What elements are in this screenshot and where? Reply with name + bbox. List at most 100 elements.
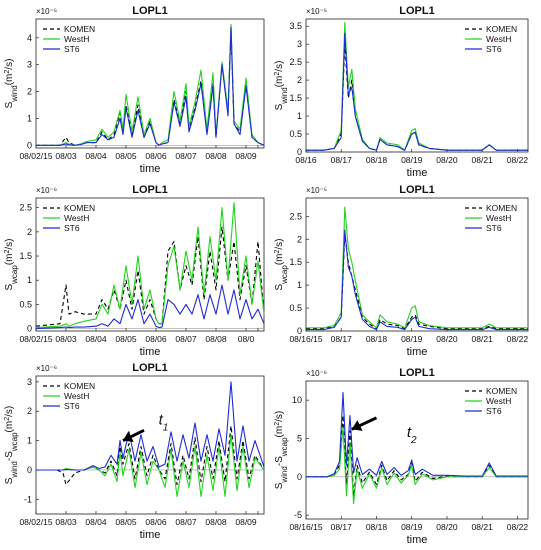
x-tick-label: 08/04: [85, 151, 107, 161]
legend-label-westh: WestH: [64, 213, 89, 223]
axes-frame: [35, 18, 265, 149]
y-tick-label: 2.5: [19, 203, 32, 213]
x-tick-label: 08/18: [366, 334, 388, 344]
y-axis-label-part: /s): [4, 406, 15, 417]
x-tick-label: 08/22: [507, 334, 529, 344]
y-tick-label: 2.5: [289, 211, 302, 221]
y-tick-label: 2: [27, 87, 32, 97]
y-axis-label-part: /s): [4, 238, 15, 249]
x-tick-label: 08/18: [366, 522, 388, 532]
x-tick-label: 08/07: [175, 334, 197, 344]
y-axis-label-part: 2: [4, 70, 11, 74]
x-tick-label: 08/0: [238, 334, 255, 344]
x-tick-label: 08/20: [436, 155, 458, 165]
y-axis-label-part: S: [274, 103, 285, 110]
series-line-st6: [35, 284, 265, 330]
x-tick-label: 08/08: [205, 151, 227, 161]
y-axis-label-part: (m: [4, 74, 15, 86]
x-tick-label: 08/09: [235, 517, 257, 527]
x-tick-label: 08/06: [145, 334, 167, 344]
chart-title: LOPL1: [399, 367, 434, 379]
chart-title: LOPL1: [132, 362, 167, 374]
legend-label-st6: ST6: [64, 44, 80, 54]
y-tick-label: -5: [294, 510, 302, 520]
y-tick-label: 0: [27, 465, 32, 475]
series-line-komen: [35, 226, 265, 327]
x-tick-label: 08/02/15: [19, 517, 52, 527]
y-axis-label-part: wind: [280, 87, 289, 104]
series-line-komen: [36, 425, 265, 486]
x-tick-label: 08/08: [205, 334, 227, 344]
y-axis-label: Swcap(m2/s): [4, 238, 19, 290]
chart-panel-1: 0 1 2 3 4 08/02/15 08/03 08/04 08/05 08/06 08/07 08…: [4, 5, 265, 175]
x-axis-label: time: [407, 346, 428, 358]
y-tick-label: 0.5: [289, 303, 302, 313]
y-axis-label-part: (m: [4, 421, 15, 433]
y-tick-label: 0: [297, 147, 302, 157]
x-tick-label: 08/16/15: [289, 522, 322, 532]
x-tick-label: 08/21: [472, 334, 494, 344]
y-tick-label: 0.5: [19, 299, 32, 309]
series-line-st6: [306, 391, 528, 478]
x-tick-label: 08/19: [401, 334, 423, 344]
x-tick-label: 08/22: [507, 155, 529, 165]
y-axis-label: Swind-Swcap(m2/s): [4, 406, 19, 485]
x-tick-label: 08/06: [145, 517, 167, 527]
x-tick-label: 08/05: [115, 151, 137, 161]
annotation-label: t1: [159, 411, 169, 433]
legend-box: [39, 378, 103, 414]
y-tick-label: 2: [27, 406, 32, 416]
chart-title: LOPL1: [132, 5, 167, 17]
x-axis-label: time: [140, 163, 161, 175]
annotation-label: t2: [407, 424, 417, 446]
axis-exponent-label: ×10⁻⁵: [306, 7, 327, 16]
annotation-arrow-head: [123, 431, 134, 442]
x-tick-label: 08/18: [366, 155, 388, 165]
y-tick-label: 2.5: [289, 57, 302, 67]
y-tick-label: 1: [27, 275, 32, 285]
axes-frame: [35, 375, 265, 515]
y-axis-label-part: S: [274, 284, 285, 291]
x-tick-label: 08/08: [205, 517, 227, 527]
y-axis-label-part: S: [4, 101, 15, 108]
y-axis-label-part: wind: [280, 466, 289, 483]
y-axis-label-part: /s): [274, 411, 285, 422]
x-tick-label: 08/06: [145, 151, 167, 161]
x-tick-label: 08/07: [175, 517, 197, 527]
x-axis-label: time: [407, 167, 428, 179]
x-tick-label: 08/02/15: [19, 151, 52, 161]
legend-label-st6: ST6: [486, 406, 502, 416]
series-line-westh: [36, 434, 265, 497]
y-axis-label-part: /s): [274, 238, 285, 249]
chart-panel-3: 0 0.5 1 1.5 2 2.5 08/02/15 08/03 08/04 08/05 08/06…: [4, 184, 265, 358]
y-axis-label-part: /s): [274, 61, 285, 72]
y-axis-label-part: 2: [4, 417, 11, 421]
y-tick-label: 3.5: [289, 21, 302, 31]
y-axis-label: Swind-Swcap(m2/s): [274, 411, 289, 490]
y-axis-label-part: S: [4, 477, 15, 484]
y-tick-label: 3: [27, 60, 32, 70]
x-tick-label: 08/04: [85, 517, 107, 527]
legend-label-westh: WestH: [486, 34, 511, 44]
y-tick-label: 5: [297, 434, 302, 444]
x-tick-label: 08/20: [436, 334, 458, 344]
axes-frame: [305, 380, 529, 520]
legend-label-westh: WestH: [486, 213, 511, 223]
axis-exponent-label: ×10⁻⁵: [306, 186, 327, 195]
series-line-westh: [306, 206, 528, 329]
y-axis-label-part: 2: [274, 422, 281, 426]
chart-title: LOPL1: [399, 5, 434, 17]
legend-label-komen: KOMEN: [64, 203, 95, 213]
axis-exponent-label: ×10⁻⁶: [36, 186, 57, 195]
y-axis-label-part: wcap: [10, 265, 19, 285]
y-tick-label: 2: [297, 234, 302, 244]
y-axis-label-part: (m: [274, 426, 285, 438]
axes-frame: [35, 197, 265, 332]
chart-panel-5: -1 0 1 2 3 08/02/15 08/03 08/04 08/05 08/06 08/07 0…: [4, 362, 265, 541]
annotation-arrow-head: [351, 420, 363, 431]
